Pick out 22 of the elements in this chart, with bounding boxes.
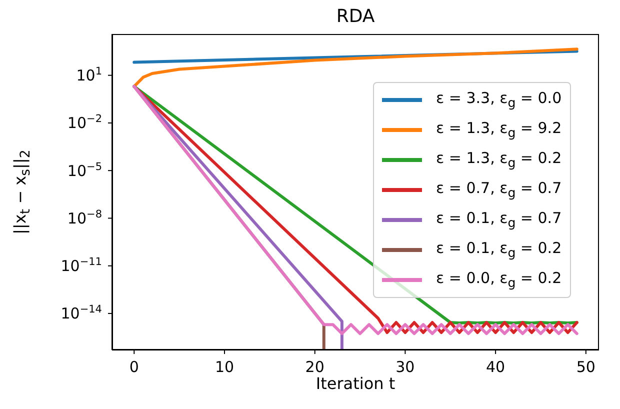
x-axis-title: Iteration t [316, 374, 396, 393]
line-series [132, 48, 578, 88]
legend-label: ε = 1.3, ε$_{g}$ = 9.2 [436, 118, 562, 142]
x-tick-label: 10 [214, 358, 234, 376]
y-tick-label: 10$^{−14}$ [60, 304, 102, 323]
y-tick-label: 10$^{−5}$ [67, 160, 102, 180]
x-tick-label: 0 [129, 358, 139, 376]
legend-label: ε = 0.1, ε$_{g}$ = 0.7 [436, 208, 562, 232]
y-tick-label: 10$^{−2}$ [67, 113, 102, 132]
legend-label: ε = 3.3, ε$_{g}$ = 0.0 [436, 88, 562, 112]
legend-label: ε = 0.0, ε$_{g}$ = 0.2 [436, 268, 562, 292]
y-tick-label: 10$^{−8}$ [67, 208, 102, 228]
x-tick-label: 50 [576, 358, 596, 376]
chart-title: RDA [335, 6, 376, 27]
x-tick-label: 30 [396, 358, 415, 376]
legend-label: ε = 0.7, ε$_{g}$ = 0.7 [436, 178, 562, 202]
legend-label: ε = 1.3, ε$_{g}$ = 0.2 [436, 148, 562, 172]
x-tick-label: 40 [486, 358, 506, 376]
legend-label: ε = 0.1, ε$_{g}$ = 0.2 [436, 238, 562, 262]
y-tick-label: 10$^{−11}$ [60, 256, 102, 276]
y-tick-label: 10$^{1}$ [76, 66, 102, 85]
x-tick-label: 20 [305, 358, 324, 376]
